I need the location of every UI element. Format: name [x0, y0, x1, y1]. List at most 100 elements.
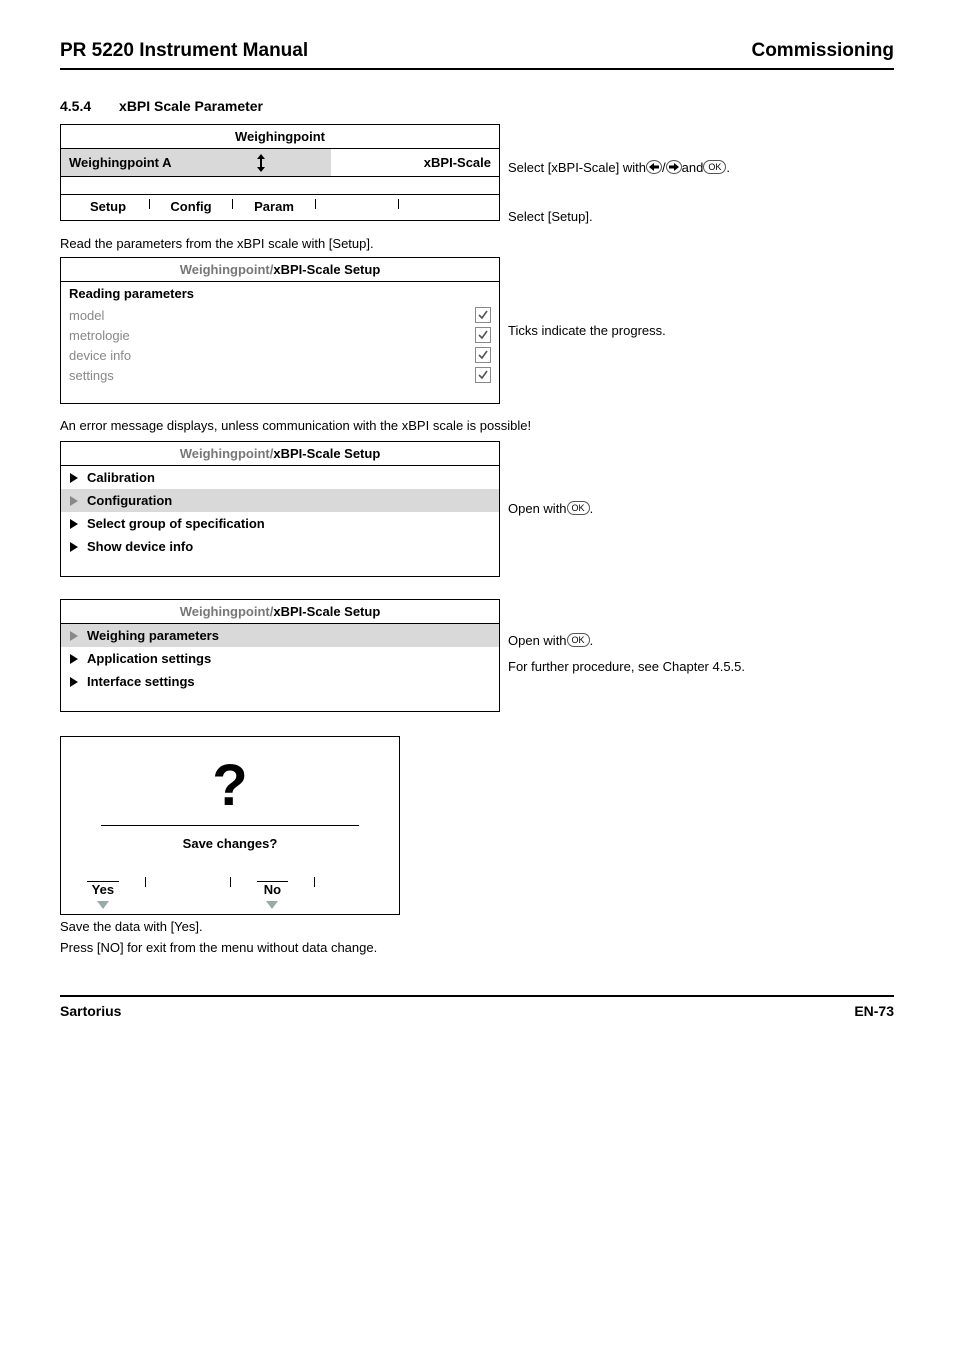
softkey-setup[interactable]: Setup [67, 199, 149, 214]
panel-weighingpoint-title: Weighingpoint [61, 125, 499, 149]
updown-icon [251, 149, 331, 176]
weighingpoint-a-value[interactable]: xBPI-Scale [331, 149, 499, 176]
reading-item-label: device info [69, 348, 131, 363]
panel-gap [61, 177, 499, 195]
title-strong: xBPI-Scale Setup [273, 446, 380, 461]
menu-item-label: Application settings [87, 651, 211, 666]
menu-item-calibration[interactable]: Calibration [61, 466, 499, 489]
triangle-right-icon [69, 654, 79, 664]
title-dim: Weighingpoint/ [180, 262, 274, 277]
panel-config-menu-row: Weighingpoint/xBPI-Scale Setup Weighing … [60, 599, 894, 712]
menu-item-label: Weighing parameters [87, 628, 219, 643]
check-icon [475, 327, 491, 343]
note-text: . [590, 501, 594, 516]
panel-setup-menu-row: Weighingpoint/xBPI-Scale Setup Calibrati… [60, 441, 894, 577]
page-footer: Sartorius EN-73 [60, 995, 894, 1019]
footer-brand: Sartorius [60, 1003, 121, 1019]
ok-key-icon: OK [567, 633, 590, 647]
note-select-setup: Select [Setup]. [508, 202, 894, 230]
check-icon [475, 367, 491, 383]
triangle-down-icon [266, 897, 278, 912]
section-title: xBPI Scale Parameter [119, 98, 263, 114]
panel-reading-title: Weighingpoint/xBPI-Scale Setup [61, 258, 499, 282]
check-icon [475, 307, 491, 323]
note-text: and [682, 160, 704, 175]
softkey-empty [399, 199, 481, 214]
note-open-with-ok-2: Open with OK . [508, 627, 894, 653]
reading-parameters-heading: Reading parameters [61, 282, 499, 305]
menu-item-select-group[interactable]: Select group of specification [61, 512, 499, 535]
header-title-left: PR 5220 Instrument Manual [60, 40, 308, 62]
read-params-text: Read the parameters from the xBPI scale … [60, 236, 894, 251]
note-text: Open with [508, 501, 567, 516]
note-text: Select [xBPI-Scale] with [508, 160, 646, 175]
note-open-with-ok: Open with OK . [508, 495, 894, 521]
header-title-right: Commissioning [751, 40, 894, 62]
note-select-xbpi: Select [xBPI-Scale] with / and OK . [508, 152, 894, 182]
dialog-blank-button [146, 877, 230, 914]
reading-item-metrologie: metrologie [61, 325, 499, 345]
menu-item-label: Show device info [87, 539, 193, 554]
press-no-text: Press [NO] for exit from the menu withou… [60, 940, 894, 955]
panel-weighingpoint-row: Weighingpoint Weighingpoint A xBPI-Scale… [60, 124, 894, 230]
reading-item-label: model [69, 308, 104, 323]
reading-item-label: settings [69, 368, 114, 383]
panel-setup-title: Weighingpoint/xBPI-Scale Setup [61, 442, 499, 466]
panel-setup-menu: Weighingpoint/xBPI-Scale Setup Calibrati… [60, 441, 500, 577]
dialog-question-icon: ? [61, 737, 399, 819]
panel-reading-params: Weighingpoint/xBPI-Scale Setup Reading p… [60, 257, 500, 404]
reading-item-settings: settings [61, 365, 499, 385]
dialog-no-button[interactable]: No [231, 877, 315, 914]
triangle-down-icon [97, 897, 109, 912]
menu-item-weighing-parameters[interactable]: Weighing parameters [61, 624, 499, 647]
left-arrow-icon [646, 160, 662, 174]
right-arrow-icon [666, 160, 682, 174]
note-further-procedure: For further procedure, see Chapter 4.5.5… [508, 653, 894, 679]
softkey-empty [316, 199, 398, 214]
note-text: Open with [508, 633, 567, 648]
dialog-yes-label: Yes [61, 882, 145, 897]
menu-item-label: Calibration [87, 470, 155, 485]
dialog-blank-button [315, 877, 399, 914]
question-mark-icon: ? [61, 757, 399, 815]
menu-item-label: Select group of specification [87, 516, 265, 531]
check-icon [475, 347, 491, 363]
title-strong: xBPI-Scale Setup [273, 262, 380, 277]
panel-config-title: Weighingpoint/xBPI-Scale Setup [61, 600, 499, 624]
note-text: . [726, 160, 730, 175]
dialog-divider [101, 825, 359, 826]
title-dim: Weighingpoint/ [180, 446, 274, 461]
menu-item-interface-settings[interactable]: Interface settings [61, 670, 499, 693]
triangle-right-icon [69, 677, 79, 687]
note-ticks-progress: Ticks indicate the progress. [508, 323, 894, 338]
dialog-yes-button[interactable]: Yes [61, 877, 145, 914]
menu-item-show-device-info[interactable]: Show device info [61, 535, 499, 558]
save-changes-dialog: ? Save changes? Yes No [60, 736, 400, 915]
ok-key-icon: OK [703, 160, 726, 174]
section-heading: 4.5.4 xBPI Scale Parameter [60, 98, 894, 114]
reading-item-device-info: device info [61, 345, 499, 365]
softkey-config[interactable]: Config [150, 199, 232, 214]
note-text: . [590, 633, 594, 648]
triangle-right-icon [69, 631, 79, 641]
error-message-text: An error message displays, unless commun… [60, 418, 894, 433]
triangle-right-icon [69, 496, 79, 506]
panel-reading-row: Weighingpoint/xBPI-Scale Setup Reading p… [60, 257, 894, 404]
menu-item-configuration[interactable]: Configuration [61, 489, 499, 512]
page-header: PR 5220 Instrument Manual Commissioning [60, 40, 894, 70]
weighingpoint-a-label: Weighingpoint A [61, 149, 251, 176]
dialog-no-label: No [231, 882, 315, 897]
softkey-param[interactable]: Param [233, 199, 315, 214]
weighingpoint-a-row: Weighingpoint A xBPI-Scale [61, 149, 499, 177]
section-number: 4.5.4 [60, 98, 91, 114]
panel-config-menu: Weighingpoint/xBPI-Scale Setup Weighing … [60, 599, 500, 712]
menu-item-application-settings[interactable]: Application settings [61, 647, 499, 670]
footer-page-number: EN-73 [854, 1003, 894, 1019]
title-strong: xBPI-Scale Setup [273, 604, 380, 619]
menu-item-label: Interface settings [87, 674, 195, 689]
title-dim: Weighingpoint/ [180, 604, 274, 619]
ok-key-icon: OK [567, 501, 590, 515]
reading-item-model: model [61, 305, 499, 325]
triangle-right-icon [69, 542, 79, 552]
save-yes-text: Save the data with [Yes]. [60, 919, 894, 934]
